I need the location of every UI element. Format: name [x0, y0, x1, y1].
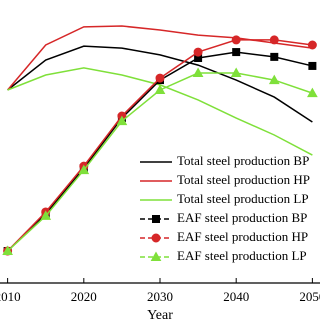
- legend-label: EAF steel production HP: [177, 229, 308, 244]
- x-tick-label: 2050: [299, 289, 320, 304]
- marker: [154, 84, 166, 94]
- legend-label: Total steel production BP: [177, 153, 309, 168]
- series-line: [7, 45, 313, 123]
- x-tick-label: 2010: [0, 289, 21, 304]
- marker: [231, 35, 241, 45]
- legend-label: Total steel production HP: [177, 172, 310, 187]
- series-line: [7, 25, 313, 91]
- marker: [155, 73, 165, 83]
- legend-marker: [152, 215, 160, 223]
- x-tick-label: 2030: [147, 289, 173, 304]
- marker: [193, 47, 203, 57]
- x-tick-label: 2020: [71, 289, 97, 304]
- marker: [40, 210, 52, 220]
- x-tick-label: 2040: [223, 289, 249, 304]
- legend-label: Total steel production LP: [177, 191, 309, 206]
- marker: [269, 35, 279, 45]
- legend-marker: [152, 215, 160, 223]
- legend-marker: [150, 251, 162, 261]
- legend-marker: [151, 233, 161, 243]
- x-axis-label: Year: [147, 308, 173, 320]
- marker: [2, 245, 13, 256]
- marker: [78, 164, 90, 175]
- marker: [232, 48, 241, 57]
- marker: [268, 74, 280, 85]
- marker: [230, 67, 242, 78]
- marker: [116, 115, 128, 126]
- marker: [307, 40, 317, 50]
- marker: [270, 52, 279, 61]
- marker: [192, 67, 204, 78]
- legend-label: EAF steel production BP: [177, 210, 307, 225]
- marker: [307, 87, 318, 98]
- legend-marker: [150, 251, 162, 261]
- marker: [308, 61, 317, 70]
- legend-label: EAF steel production LP: [177, 248, 307, 263]
- legend-marker: [151, 233, 161, 243]
